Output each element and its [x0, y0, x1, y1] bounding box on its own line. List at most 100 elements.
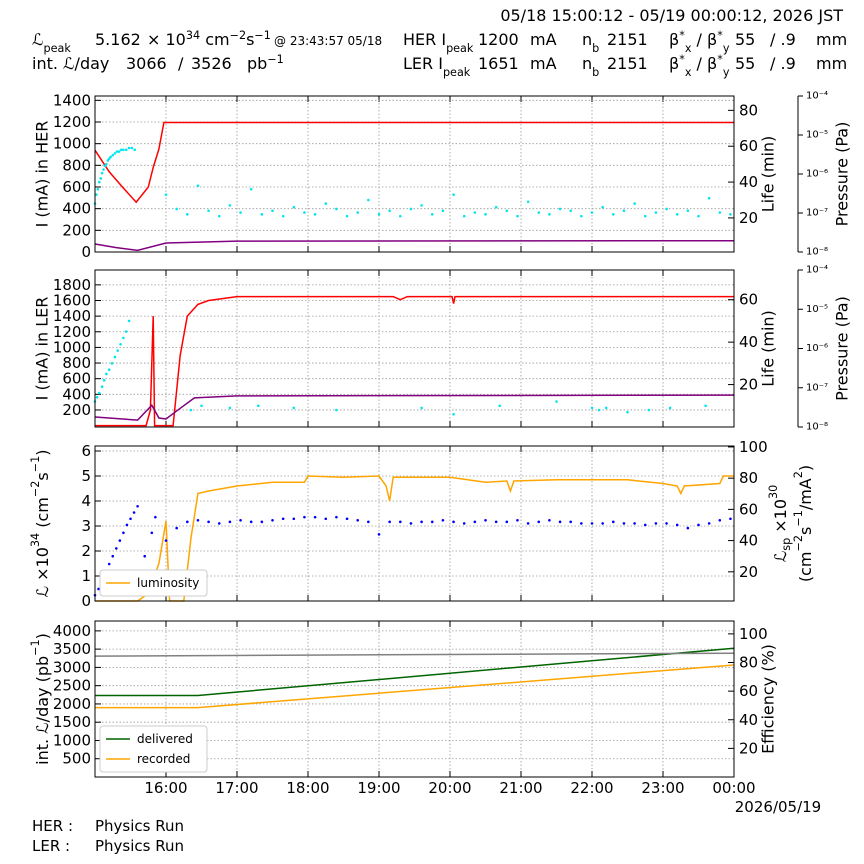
x-tick-label: 23:00	[641, 779, 684, 797]
header-item-part: β	[669, 54, 679, 73]
legend-box	[99, 725, 208, 773]
header-item-part: −2	[230, 29, 247, 42]
data-point	[399, 214, 402, 218]
header-item: pb−1	[247, 53, 284, 74]
y2-axis-label-part: ℒ	[771, 551, 790, 563]
data-point	[196, 184, 200, 187]
data-point	[704, 404, 707, 408]
data-point	[622, 522, 626, 525]
data-point	[462, 522, 466, 525]
y2-tick-label: 100	[739, 438, 768, 456]
data-point	[643, 523, 647, 527]
y3-axis-label: Pressure (Pa)	[833, 122, 852, 227]
y2-axis-label: ℒsp ×1030	[767, 485, 793, 563]
data-point	[356, 211, 360, 214]
data-line	[94, 239, 735, 252]
data-point	[143, 554, 146, 558]
y-tick-label: 1000	[53, 135, 91, 153]
y2-tick-label: 40	[739, 333, 758, 351]
header-item: mA	[530, 30, 557, 49]
y2-tick-label: 20	[739, 209, 758, 227]
data-point	[537, 211, 541, 214]
y2-axis-label-part: 30	[767, 485, 780, 499]
data-point	[127, 146, 131, 150]
y2-tick-label: 60	[739, 291, 758, 309]
data-point	[111, 153, 115, 157]
data-point	[675, 213, 679, 216]
data-point	[130, 146, 134, 150]
y-tick-label: 1000	[53, 731, 91, 749]
data-point	[228, 406, 232, 410]
data-point	[115, 547, 118, 550]
data-point	[109, 155, 112, 159]
data-point	[601, 522, 604, 525]
data-point	[271, 519, 274, 522]
header-item-part: cm	[200, 30, 229, 49]
legend-label: recorded	[137, 752, 190, 766]
y-tick-label: 1200	[53, 113, 91, 131]
data-point	[127, 319, 131, 323]
data-point	[335, 207, 338, 211]
y-axis-label: int. ℒ/day (pb−1)	[29, 633, 52, 765]
data-point	[494, 520, 498, 524]
x-tick-label: 16:00	[144, 779, 187, 797]
data-point	[430, 520, 434, 524]
y-axis-label: I (mA) in HER	[33, 121, 52, 228]
header-item-part: / β	[691, 30, 717, 49]
data-point	[356, 519, 360, 522]
y2-axis-label-part: 2	[792, 471, 805, 478]
y2-axis-label: Life (min)	[759, 136, 778, 213]
data-line	[95, 664, 735, 709]
data-point	[399, 520, 402, 524]
data-point	[105, 162, 108, 166]
header-item-part: / β	[691, 54, 717, 73]
header-item-part: *	[679, 29, 685, 42]
data-point	[103, 164, 107, 168]
data-point	[718, 519, 722, 522]
data-point	[175, 526, 178, 530]
y-tick-label: 1600	[53, 291, 91, 309]
data-point	[526, 200, 530, 204]
y-tick-label: 800	[62, 156, 91, 174]
y-tick-label: 6	[81, 442, 91, 460]
data-point	[665, 207, 668, 211]
data-point	[580, 214, 583, 218]
y2-tick-label: 80	[739, 469, 758, 487]
y2-tick-label: 20	[739, 563, 758, 581]
data-point	[133, 148, 137, 152]
legend-box	[99, 569, 208, 597]
y-axis-label-part: −1	[29, 639, 42, 656]
x-tick-label: 00:00	[712, 779, 755, 797]
data-point	[718, 211, 722, 214]
data-point	[228, 204, 232, 207]
y-axis-label-part: )	[33, 450, 52, 456]
data-point	[113, 355, 117, 359]
y2-axis-label-part: −1	[792, 510, 805, 527]
plot-frame	[94, 445, 735, 602]
footer-item: Physics Run	[95, 817, 184, 835]
header-item-part: b	[592, 66, 599, 79]
header-item: mm	[816, 30, 847, 49]
data-point	[303, 515, 306, 519]
data-point	[377, 213, 381, 216]
y-tick-label: 2500	[53, 677, 91, 695]
data-point	[335, 515, 338, 519]
header-item-part: *	[717, 29, 723, 42]
y3-tick-label: 10⁻⁴	[806, 91, 828, 102]
data-point	[313, 213, 317, 216]
x-date-label: 2026/05/19	[735, 798, 821, 816]
data-point	[452, 520, 455, 524]
data-point	[292, 205, 296, 209]
header-item-part: peak	[443, 66, 471, 79]
data-point	[117, 150, 121, 153]
legend-label: luminosity	[137, 576, 199, 590]
y3-tick-label: 10⁻⁴	[806, 265, 828, 276]
data-point	[196, 519, 200, 522]
y2-tick-label: 80	[739, 101, 758, 119]
header-item: × 1034 cm−2s−1	[147, 29, 271, 50]
data-point	[633, 202, 636, 205]
data-point	[633, 522, 636, 525]
data-point	[367, 520, 370, 524]
data-point	[154, 515, 157, 519]
